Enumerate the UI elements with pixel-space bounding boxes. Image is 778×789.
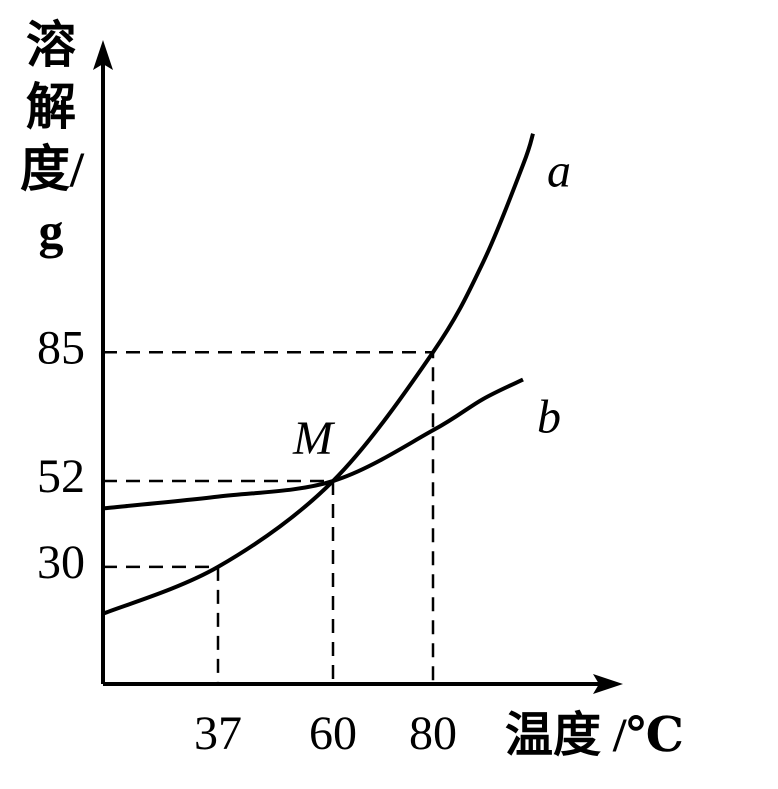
- series-label: b: [537, 391, 561, 444]
- y-tick-label: 30: [37, 536, 85, 589]
- guide-line: [103, 565, 220, 684]
- annotation: M: [292, 412, 336, 465]
- x-tick-label: 80: [409, 707, 457, 760]
- guide-line: [103, 479, 335, 684]
- curve: [102, 133, 535, 616]
- x-tick-label: 60: [309, 707, 357, 760]
- y-tick-label: 85: [37, 321, 85, 374]
- y-axis-arrow: [93, 40, 113, 70]
- guide-line: [103, 350, 435, 684]
- x-tick-label: 37: [194, 707, 242, 760]
- y-axis-label: 溶解度/g: [20, 17, 84, 259]
- curve: [102, 377, 524, 511]
- x-axis-arrow: [593, 674, 623, 694]
- series-label: a: [547, 145, 571, 198]
- y-tick-label: 52: [37, 450, 85, 503]
- x-axis-label: 温度 /℃: [505, 709, 684, 762]
